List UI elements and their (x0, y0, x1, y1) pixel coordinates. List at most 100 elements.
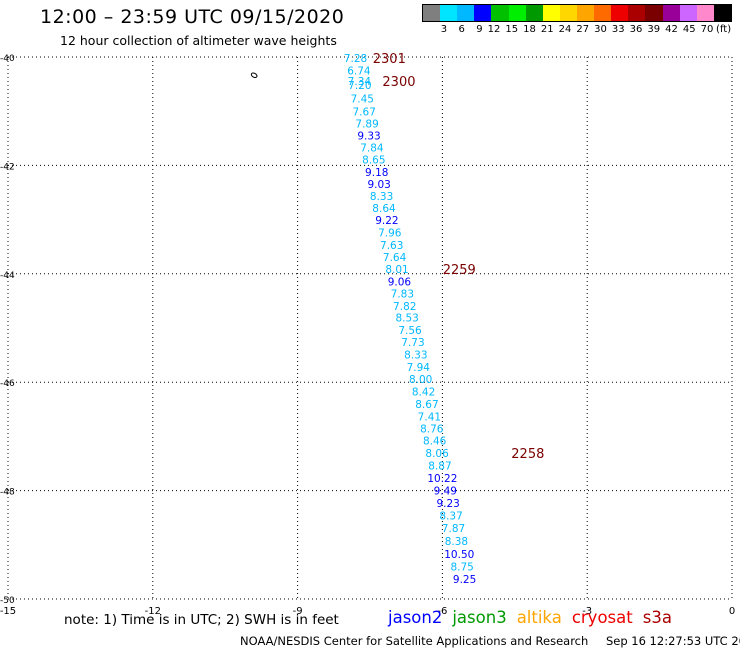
wave-height-value: 8.00 (409, 374, 432, 386)
legend-tick-label: 39 (647, 24, 661, 35)
wave-height-value: 7.63 (380, 240, 403, 252)
wave-height-value: 8.37 (439, 511, 462, 523)
satellite-label: s3a (642, 608, 672, 627)
wave-height-value: 7.28 (344, 53, 367, 65)
graticule (7, 56, 733, 600)
legend-tick-label: 24 (558, 24, 572, 35)
legend-swatch (696, 5, 714, 21)
legend-swatch (611, 5, 629, 21)
satellite-label: jason3 (452, 608, 507, 627)
legend-tick-label: 36 (629, 24, 643, 35)
legend-swatch (628, 5, 646, 21)
wave-height-value: 7.94 (407, 362, 431, 374)
satellite-legend: jason2 jason3 altika cryosat s3a (388, 608, 682, 627)
wave-height-track: 7.286.747.347.20 7.457.677.899.337.848.65… (344, 53, 476, 586)
x-tick-label: 0 (729, 606, 735, 617)
wave-height-value: 9.25 (453, 574, 476, 586)
legend-swatch (440, 5, 458, 21)
legend-tick-label: 3 (440, 24, 448, 35)
wave-height-value: 8.64 (372, 203, 396, 215)
color-legend: 3 6 9 12 15 18 21 24 27 30 33 36 39 42 45 70 (ft) (422, 4, 732, 38)
wave-height-value: 6.74 (347, 66, 371, 78)
footer-credit: NOAA/NESDIS Center for Satellite Applica… (240, 634, 589, 648)
legend-tick-label: 33 (611, 24, 625, 35)
legend-tick-label: 42 (665, 24, 678, 35)
y-tick-label: -44 (0, 271, 15, 281)
wave-height-value: 7.87 (442, 523, 465, 535)
wave-height-value: 7.89 (355, 119, 378, 131)
wave-height-value: 9.03 (367, 179, 390, 191)
legend-swatch (457, 5, 475, 21)
y-tick-label: -40 (0, 54, 15, 64)
wave-height-value: 9.22 (375, 215, 398, 227)
legend-tick-label: 70 (700, 24, 714, 35)
legend-tick-label: 18 (523, 24, 536, 35)
wave-height-value: 7.84 (360, 143, 384, 155)
legend-tick-label: 45 (682, 24, 696, 35)
wave-height-value: 8.06 (425, 448, 449, 460)
legend-swatches (422, 4, 732, 22)
wave-height-value: 9.06 (388, 276, 412, 288)
wave-height-value: 8.33 (404, 350, 427, 362)
y-tick-label: -48 (0, 488, 15, 498)
legend-swatch (508, 5, 526, 21)
time-label: 2301 (373, 52, 406, 67)
wave-height-value: 8.33 (370, 191, 393, 203)
time-label: 2258 (511, 447, 544, 462)
time-label: 2259 (443, 263, 476, 278)
x-tick-label: -6 (437, 606, 447, 617)
wave-height-value: 7.64 (383, 252, 407, 264)
wave-height-value: 8.01 (385, 264, 408, 276)
satellite-label: cryosat (571, 608, 633, 627)
legend-swatch (594, 5, 612, 21)
wave-height-value: 7.56 (398, 325, 422, 337)
wave-height-value: 8.67 (415, 399, 438, 411)
y-tick-label: -46 (0, 379, 15, 389)
wave-height-value: 8.46 (423, 436, 447, 448)
legend-swatch (559, 5, 577, 21)
legend-tick-label: 30 (594, 24, 607, 35)
wave-height-value: 7.67 (353, 107, 376, 119)
footer: NOAA/NESDIS Center for Satellite Applica… (240, 634, 740, 648)
page-title: 12:00 – 23:59 UTC 09/15/2020 (40, 6, 345, 28)
wave-height-value: 7.82 (393, 301, 416, 313)
x-tick-label: -15 (0, 606, 16, 617)
legend-swatch (491, 5, 509, 21)
legend-swatch (713, 5, 731, 21)
wave-height-value: 10.50 (444, 549, 474, 561)
legend-swatch (542, 5, 560, 21)
wave-height-value: 10.22 (427, 473, 457, 485)
wave-height-value: 7.83 (391, 288, 414, 300)
time-label: 2300 (382, 75, 415, 90)
axis-labels: -15 -12 -9 -6 -3 0 -40 -42 -44 -46 -48 -50 (0, 54, 735, 617)
legend-tick-label: 15 (505, 24, 519, 35)
legend-tick-label: 21 (540, 24, 554, 35)
x-tick-label: -9 (293, 606, 303, 617)
legend-ticks: 3 6 9 12 15 18 21 24 27 30 33 36 39 42 45 70 (ft) (422, 24, 732, 35)
legend-swatch (679, 5, 697, 21)
wave-height-value: 8.65 (362, 154, 385, 166)
wave-height-value: 9.18 (365, 167, 388, 179)
legend-swatch (662, 5, 680, 21)
legend-swatch (576, 5, 595, 21)
legend-unit: (ft) (716, 24, 732, 35)
wave-height-value: 8.53 (395, 313, 418, 325)
wave-height-value: 8.42 (412, 386, 435, 398)
wave-height-value: 9.23 (436, 498, 459, 510)
wave-height-value: 7.96 (378, 228, 402, 240)
note-text: note: 1) Time is in UTC; 2) SWH is in fe… (64, 612, 339, 628)
wave-height-value: 9.49 (434, 486, 457, 498)
satellite-label: altika (516, 608, 562, 627)
x-tick-label: -3 (582, 606, 592, 617)
time-labels: 2301 2300 2259 2258 (373, 52, 545, 462)
legend-tick-label: 9 (476, 24, 483, 35)
wave-height-value: 8.38 (445, 536, 468, 548)
x-tick-label: -12 (145, 606, 161, 617)
footer-timestamp: Sep 16 12:27:53 UTC 2020 (605, 634, 740, 648)
page-subtitle: 12 hour collection of altimeter wave hei… (60, 33, 337, 48)
legend-swatch (645, 5, 663, 21)
wave-height-value: 8.76 (420, 423, 444, 435)
wave-height-value: 7.34 (348, 76, 372, 88)
satellite-label: jason2 (388, 608, 443, 627)
